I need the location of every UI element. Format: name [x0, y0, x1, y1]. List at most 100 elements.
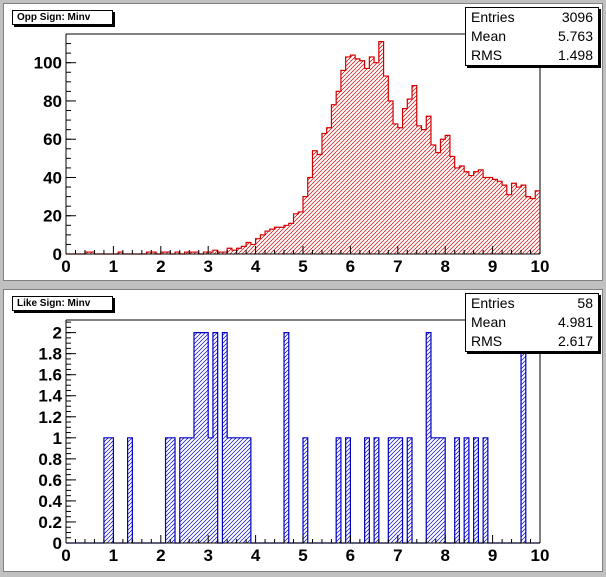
histogram-bin: [298, 211, 303, 254]
histogram-bin: [426, 116, 431, 255]
histogram-bin: [483, 437, 488, 543]
histogram-bars: [84, 41, 540, 255]
histogram-bars: [103, 332, 526, 543]
like-sign-stats-box: Entries 58 Mean 4.981 RMS 2.617: [465, 293, 599, 352]
histogram-bin: [212, 250, 218, 254]
histogram-bin: [222, 332, 228, 543]
y-tick-label: 1.4: [38, 387, 62, 406]
histogram-bin: [184, 252, 190, 254]
histogram-bin: [393, 123, 398, 254]
y-tick-label: 1.8: [38, 345, 62, 364]
histogram-bin: [468, 175, 474, 254]
histogram-bin: [374, 437, 379, 543]
x-tick-label: 6: [346, 257, 355, 276]
x-tick-label: 8: [440, 257, 449, 276]
x-tick-label: 5: [298, 546, 307, 565]
y-tick-label: 1: [53, 429, 62, 448]
histogram-bin: [284, 332, 289, 543]
y-tick-label: 100: [34, 54, 62, 73]
x-tick-label: 4: [251, 546, 261, 565]
stats-rms-row: RMS 2.617: [466, 332, 598, 351]
histogram-bin: [516, 187, 522, 254]
histogram-bin: [284, 225, 289, 254]
histogram-bin: [506, 194, 512, 254]
histogram-bin: [246, 437, 251, 543]
x-tick-label: 10: [531, 257, 550, 276]
histogram-bin: [492, 179, 498, 254]
x-tick-label: 5: [298, 257, 307, 276]
histogram-bin: [317, 154, 322, 254]
histogram-bin: [175, 252, 180, 254]
histogram-bin: [189, 252, 194, 254]
histogram-bin: [84, 252, 90, 254]
histogram-bin: [89, 252, 95, 254]
histogram-bin: [364, 68, 370, 254]
y-tick-label: 20: [43, 207, 62, 226]
histogram-bin: [255, 238, 261, 254]
histogram-bin: [473, 171, 479, 254]
histogram-bin: [407, 99, 413, 254]
stats-rms-value: 1.498: [557, 47, 593, 63]
stats-mean-row: Mean 4.981: [466, 313, 598, 332]
histogram-bin: [502, 185, 507, 254]
histogram-bin: [407, 437, 413, 543]
histogram-bin: [350, 55, 356, 254]
histogram-bin: [236, 248, 242, 254]
x-tick-label: 0: [61, 257, 70, 276]
histogram-bin: [265, 231, 270, 254]
x-tick-label: 0: [61, 546, 70, 565]
x-tick-label: 8: [440, 546, 449, 565]
histogram-bin: [208, 252, 213, 254]
histogram-bin: [326, 127, 332, 254]
histogram-bin: [416, 125, 422, 255]
histogram-bin: [435, 152, 441, 254]
y-tick-label: 0.8: [38, 450, 62, 469]
histogram-bin: [430, 437, 436, 543]
histogram-bin: [203, 252, 209, 254]
histogram-bin: [359, 60, 365, 254]
histogram-bin: [227, 248, 232, 254]
histogram-bin: [497, 181, 503, 254]
histogram-bin: [198, 332, 204, 543]
histogram-bin: [487, 177, 493, 254]
histogram-bin: [160, 252, 166, 254]
histogram-bin: [127, 437, 133, 543]
stats-entries-row: Entries 3096: [466, 8, 598, 27]
histogram-outline: [66, 332, 540, 544]
y-tick-label: 0.6: [38, 471, 62, 490]
histogram-bin: [203, 332, 209, 543]
stats-entries-value: 58: [577, 295, 593, 311]
stats-mean-label: Mean: [471, 314, 507, 330]
histogram-bin: [355, 58, 360, 254]
histogram-bin: [383, 76, 389, 254]
histogram-bin: [274, 227, 280, 254]
histogram-bin: [118, 252, 123, 254]
stats-mean-value: 4.981: [557, 314, 593, 330]
x-tick-label: 4: [251, 257, 261, 276]
stats-rms-label: RMS: [471, 47, 503, 63]
histogram-bin: [241, 246, 247, 254]
stats-mean-row: Mean 5.763: [466, 27, 598, 46]
histogram-bin: [193, 252, 199, 254]
histogram-bin: [521, 332, 526, 543]
x-tick-label: 10: [531, 546, 550, 565]
like-sign-title: Like Sign: Minv: [12, 296, 114, 311]
histogram-bin: [151, 252, 157, 254]
like-sign-pad: 0 1 2 3 4 5 6 7 8 9 10 0 0.2 0.4 0.6 0.8 1 1.2 1.4 1.6 1.8 2 …: [3, 289, 603, 572]
histogram-bin: [464, 171, 469, 254]
y-tick-label: 40: [43, 168, 62, 187]
histogram-bin: [449, 156, 455, 254]
histogram-bin: [426, 332, 431, 543]
histogram-bin: [217, 252, 223, 254]
histogram-bin: [336, 437, 341, 543]
histogram-bin: [241, 437, 247, 543]
y-tick-label: 2: [53, 324, 62, 343]
histogram-bin: [288, 223, 294, 254]
histogram-bin: [108, 437, 114, 543]
histogram-bin: [473, 437, 479, 543]
histogram-bin: [393, 437, 398, 543]
histogram-bin: [246, 242, 251, 254]
histogram-bin: [412, 85, 417, 254]
histogram-bin: [336, 91, 341, 255]
